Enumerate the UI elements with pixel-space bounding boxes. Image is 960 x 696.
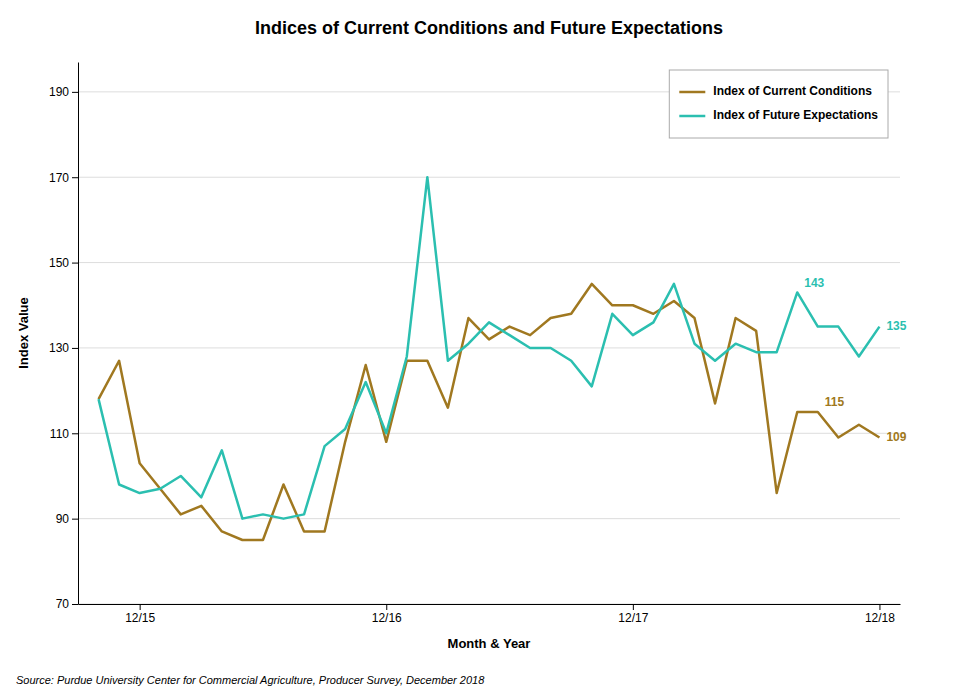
y-tick-mark (72, 263, 78, 264)
x-tick-label: 12/16 (372, 611, 402, 625)
y-tick-mark (72, 177, 78, 178)
y-tick: 170 (49, 171, 78, 185)
y-tick-label: 130 (49, 341, 69, 355)
legend-box (669, 70, 888, 138)
x-tick-label: 12/18 (865, 611, 895, 625)
title: Indices of Current Conditions and Future… (255, 18, 723, 38)
y-tick-mark (72, 92, 78, 93)
x-axis-line (79, 604, 901, 605)
x-axis: 12/15 12/16 12/17 12/18 (79, 604, 901, 625)
legend-item: Index of Future Expectations (679, 108, 878, 122)
x-tick-mark (879, 604, 880, 610)
x-tick: 12/16 (372, 604, 402, 625)
grid (78, 92, 900, 604)
grid-line (78, 604, 900, 605)
y-tick: 70 (56, 597, 78, 611)
x-tick-mark (386, 604, 387, 610)
annotation: 115 (825, 395, 845, 409)
annotation: 135 (886, 319, 906, 333)
x-axis-title: Month & Year (448, 636, 531, 651)
lines (99, 177, 880, 540)
y-tick-label: 190 (49, 85, 69, 99)
y-axis: 70 90 110 130 150 170 190 (49, 63, 79, 612)
y-tick-label: 150 (49, 256, 69, 270)
legend-swatch (679, 115, 705, 118)
y-tick-mark (72, 433, 78, 434)
grid-line (78, 177, 900, 178)
legend-item: Index of Current Conditions (679, 84, 872, 98)
x-tick-label: 12/15 (125, 611, 155, 625)
y-tick-mark (72, 604, 78, 605)
annotation: 143 (804, 276, 824, 290)
y-tick-label: 170 (49, 171, 69, 185)
x-tick: 12/15 (125, 604, 155, 625)
x-tick: 12/18 (865, 604, 895, 625)
legend-swatch (679, 91, 705, 94)
grid-line (78, 433, 900, 434)
annotation: 109 (886, 430, 906, 444)
grid-line (78, 518, 900, 519)
y-tick-label: 110 (50, 427, 69, 441)
y-tick-mark (72, 519, 78, 520)
y-tick-label: 90 (56, 512, 70, 526)
x-tick-mark (140, 604, 141, 610)
y-tick-label: 70 (56, 597, 70, 611)
source: Source: Purdue University Center for Com… (16, 674, 485, 686)
y-tick-mark (72, 348, 78, 349)
plot: 70 90 110 130 150 170 190 12/15 12/16 12/17 12/18 M… (16, 63, 907, 652)
grid-line (78, 347, 900, 348)
x-tick: 12/17 (618, 604, 648, 625)
x-tick-mark (633, 604, 634, 610)
x-tick-label: 12/17 (618, 611, 648, 625)
grid-line (78, 262, 900, 263)
y-tick: 130 (49, 341, 78, 355)
legend-label: Index of Current Conditions (713, 84, 872, 98)
legend-label: Index of Future Expectations (713, 108, 878, 122)
line (99, 177, 880, 518)
chart: Indices of Current Conditions and Future… (0, 0, 960, 696)
y-axis-line (78, 63, 79, 605)
y-tick: 150 (49, 256, 78, 270)
y-tick: 110 (50, 427, 78, 441)
annotations: 115 109 143 135 (804, 276, 907, 444)
y-tick: 190 (49, 85, 78, 99)
legend: Index of Current Conditions Index of Futu… (669, 70, 888, 138)
y-axis-title: Index Value (16, 297, 31, 369)
y-tick: 90 (56, 512, 78, 526)
